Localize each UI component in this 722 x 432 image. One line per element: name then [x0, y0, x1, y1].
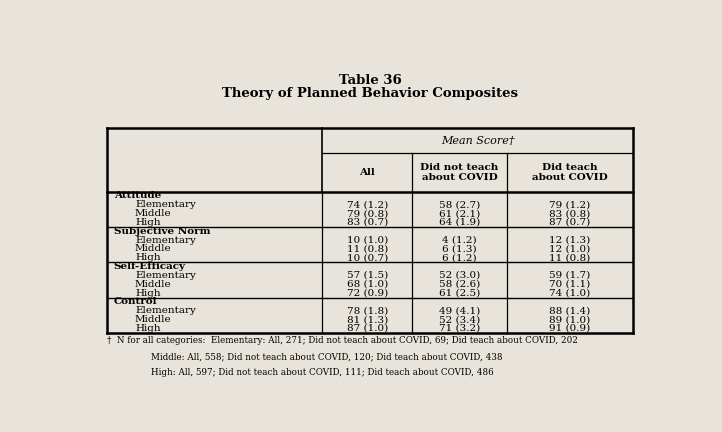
Text: 91 (0.9): 91 (0.9)	[549, 324, 591, 333]
Text: 87 (0.7): 87 (0.7)	[549, 218, 591, 227]
Text: Did not teach
about COVID: Did not teach about COVID	[420, 163, 499, 182]
Text: 4 (1.2): 4 (1.2)	[443, 235, 477, 245]
Text: 79 (0.8): 79 (0.8)	[347, 209, 388, 218]
Text: Theory of Planned Behavior Composites: Theory of Planned Behavior Composites	[222, 87, 518, 100]
Text: 74 (1.0): 74 (1.0)	[549, 289, 591, 298]
Text: High: High	[135, 253, 160, 262]
Text: Subjective Norm: Subjective Norm	[114, 227, 210, 236]
Text: 59 (1.7): 59 (1.7)	[549, 271, 591, 280]
Text: 64 (1.9): 64 (1.9)	[439, 218, 480, 227]
Text: †  N for all categories:  Elementary: All, 271; Did not teach about COVID, 69; D: † N for all categories: Elementary: All,…	[107, 336, 578, 345]
Text: 89 (1.0): 89 (1.0)	[549, 315, 591, 324]
Text: 70 (1.1): 70 (1.1)	[549, 280, 591, 289]
Text: High: High	[135, 289, 160, 298]
Text: Middle: Middle	[135, 245, 172, 254]
Text: 88 (1.4): 88 (1.4)	[549, 306, 591, 315]
Text: Did teach
about COVID: Did teach about COVID	[532, 163, 608, 182]
Text: High: All, 597; Did not teach about COVID, 111; Did teach about COVID, 486: High: All, 597; Did not teach about COVI…	[151, 368, 493, 377]
Text: 12 (1.0): 12 (1.0)	[549, 245, 591, 254]
Text: 71 (3.2): 71 (3.2)	[439, 324, 480, 333]
Text: 52 (3.0): 52 (3.0)	[439, 271, 480, 280]
Text: 78 (1.8): 78 (1.8)	[347, 306, 388, 315]
Text: 83 (0.7): 83 (0.7)	[347, 218, 388, 227]
Text: 49 (4.1): 49 (4.1)	[439, 306, 480, 315]
Text: Middle: Middle	[135, 315, 172, 324]
Text: Elementary: Elementary	[135, 306, 196, 315]
Text: 6 (1.3): 6 (1.3)	[443, 245, 477, 254]
Text: 58 (2.6): 58 (2.6)	[439, 280, 480, 289]
Text: High: High	[135, 218, 160, 227]
Text: 79 (1.2): 79 (1.2)	[549, 200, 591, 209]
Text: 52 (3.4): 52 (3.4)	[439, 315, 480, 324]
Text: Elementary: Elementary	[135, 271, 196, 280]
Text: Control: Control	[114, 298, 157, 306]
Text: Middle: Middle	[135, 209, 172, 218]
Text: Middle: All, 558; Did not teach about COVID, 120; Did teach about COVID, 438: Middle: All, 558; Did not teach about CO…	[151, 352, 503, 361]
Text: 11 (0.8): 11 (0.8)	[347, 245, 388, 254]
Text: 87 (1.0): 87 (1.0)	[347, 324, 388, 333]
Text: Mean Score†: Mean Score†	[441, 136, 515, 146]
Text: 10 (1.0): 10 (1.0)	[347, 235, 388, 245]
Text: 83 (0.8): 83 (0.8)	[549, 209, 591, 218]
Text: 61 (2.5): 61 (2.5)	[439, 289, 480, 298]
Text: 68 (1.0): 68 (1.0)	[347, 280, 388, 289]
Text: 81 (1.3): 81 (1.3)	[347, 315, 388, 324]
Text: 58 (2.7): 58 (2.7)	[439, 200, 480, 209]
Text: 74 (1.2): 74 (1.2)	[347, 200, 388, 209]
Text: 12 (1.3): 12 (1.3)	[549, 235, 591, 245]
Text: 61 (2.1): 61 (2.1)	[439, 209, 480, 218]
Text: Elementary: Elementary	[135, 235, 196, 245]
Text: 6 (1.2): 6 (1.2)	[443, 253, 477, 262]
Text: Table 36: Table 36	[339, 73, 401, 86]
Text: Self-Efficacy: Self-Efficacy	[114, 262, 186, 271]
Text: Attitude: Attitude	[114, 191, 161, 200]
Text: Elementary: Elementary	[135, 200, 196, 209]
Text: 11 (0.8): 11 (0.8)	[549, 253, 591, 262]
Text: 57 (1.5): 57 (1.5)	[347, 271, 388, 280]
Text: Middle: Middle	[135, 280, 172, 289]
Text: 72 (0.9): 72 (0.9)	[347, 289, 388, 298]
Text: 10 (0.7): 10 (0.7)	[347, 253, 388, 262]
Text: High: High	[135, 324, 160, 333]
Text: All: All	[360, 168, 375, 177]
